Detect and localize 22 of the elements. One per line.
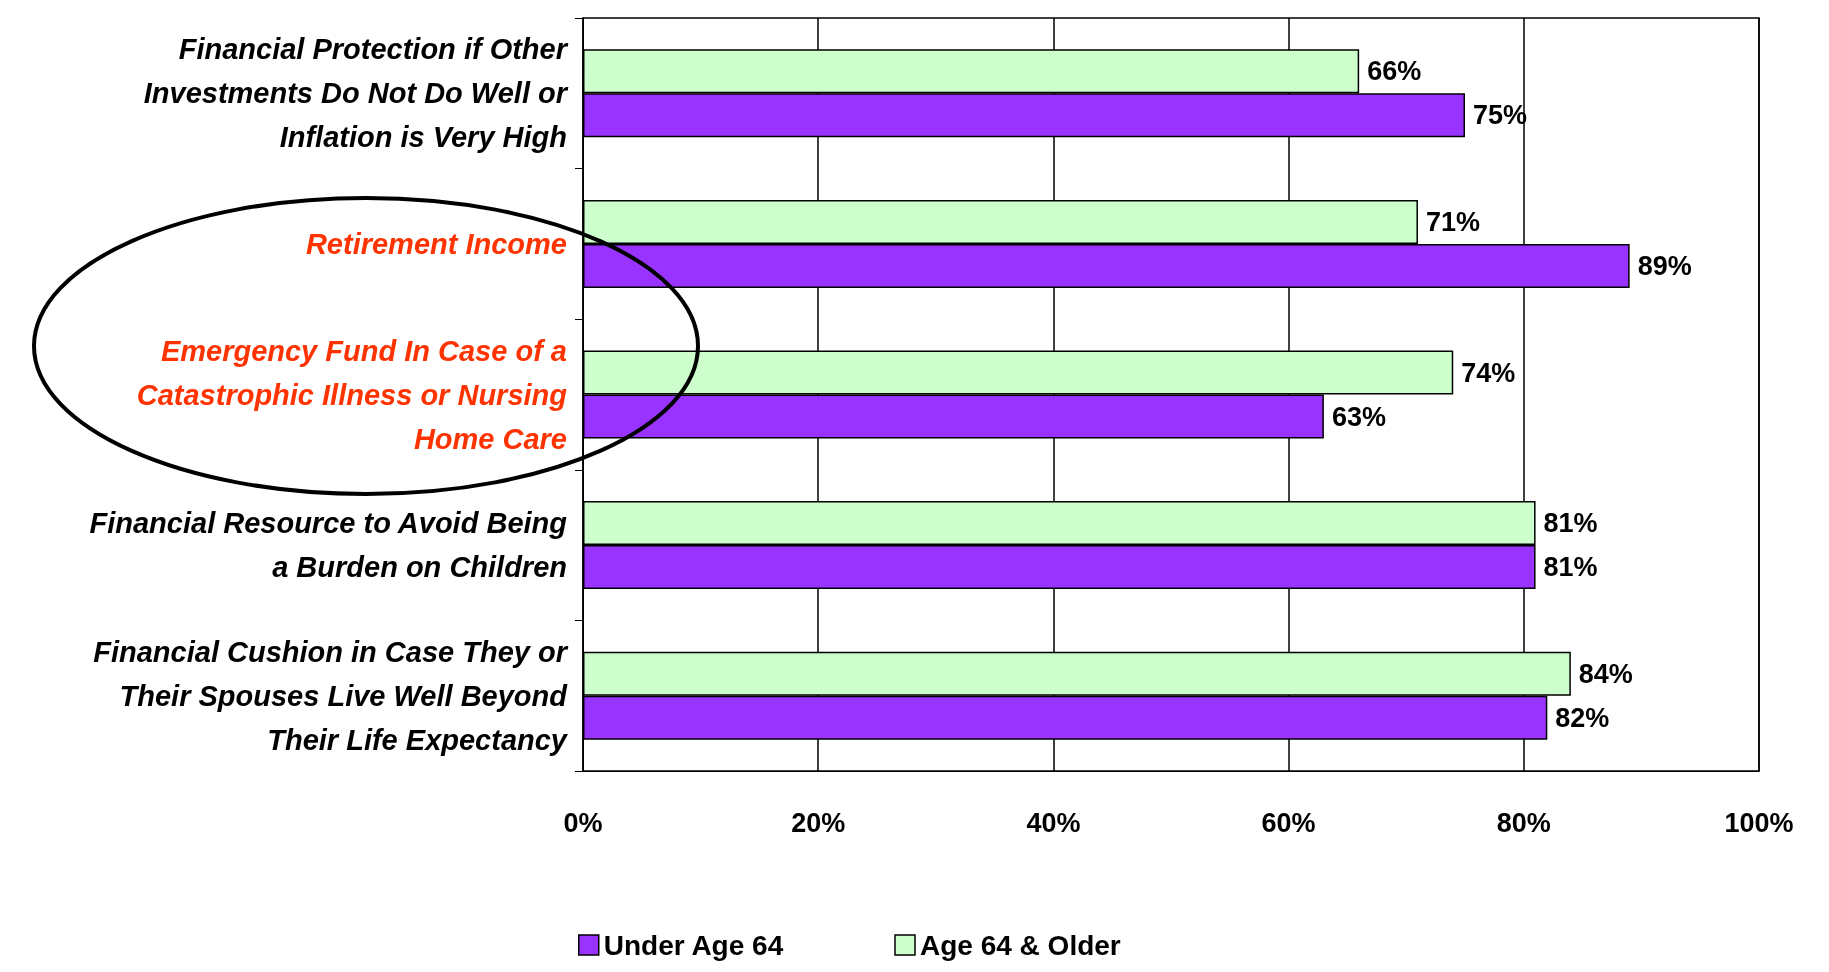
x-tick-label: 20% bbox=[791, 807, 846, 838]
x-tick-label: 80% bbox=[1496, 807, 1551, 838]
data-label: 81% bbox=[1543, 508, 1598, 539]
data-label: 84% bbox=[1578, 658, 1633, 689]
x-tick-label: 0% bbox=[563, 807, 603, 838]
x-tick-label: 100% bbox=[1724, 807, 1794, 838]
data-label: 66% bbox=[1367, 56, 1422, 87]
y-tick-label: Emergency Fund In Case of a Catastrophic Illness or Nursing Home Care bbox=[136, 334, 568, 455]
y-tick-label: Financial Protection if Other Investments Do Not Do Well or Inflation is Very High bbox=[143, 33, 569, 154]
data-label: 63% bbox=[1331, 401, 1386, 432]
legend-label: Under Age 64 bbox=[603, 929, 784, 961]
y-tick-label: Financial Cushion in Case They or Their Spouses Live Well Beyond Their Life Expectancy bbox=[93, 635, 569, 756]
x-tick-label: 40% bbox=[1026, 807, 1081, 838]
data-label: 74% bbox=[1461, 357, 1516, 388]
y-tick-label: Financial Resource to Avoid Being a Burden on Children bbox=[89, 507, 568, 584]
data-label: 81% bbox=[1543, 552, 1598, 583]
data-label: 82% bbox=[1555, 702, 1610, 733]
data-label: 71% bbox=[1425, 206, 1481, 237]
data-label: 89% bbox=[1637, 250, 1692, 281]
y-tick-label: Retirement Income bbox=[305, 227, 567, 260]
x-tick-label: 60% bbox=[1261, 807, 1316, 838]
legend-label: Age 64 & Older bbox=[920, 929, 1121, 961]
